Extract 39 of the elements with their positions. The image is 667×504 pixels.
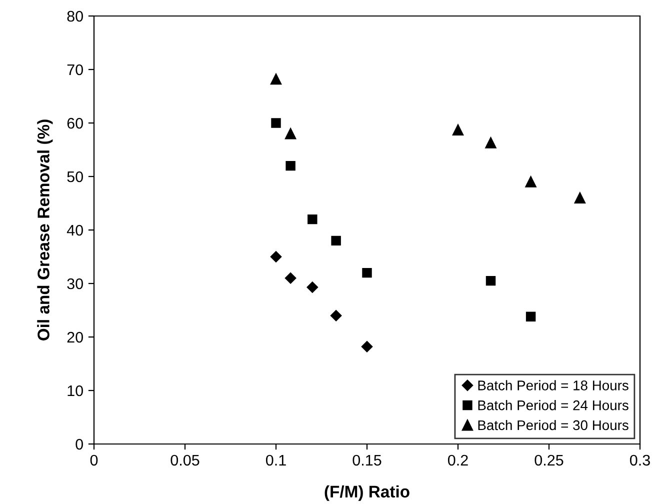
- point: [525, 176, 536, 188]
- point: [526, 312, 536, 322]
- x-tick-label: 0.1: [266, 454, 286, 466]
- point: [574, 192, 586, 204]
- y-tick-label: 10: [68, 385, 83, 396]
- point: [308, 214, 318, 224]
- y-tick-label: 0: [76, 438, 83, 450]
- y-tick-label: 30: [67, 278, 83, 290]
- y-tick-label: 20: [67, 332, 83, 343]
- point: [306, 282, 318, 293]
- point: [286, 160, 296, 171]
- point: [271, 118, 281, 128]
- x-tick-label: 0.2: [448, 454, 468, 466]
- x-tick-label: 0: [90, 454, 98, 466]
- point: [285, 128, 296, 140]
- point: [485, 137, 496, 148]
- x-tick-label: 0.15: [352, 454, 382, 466]
- y-tick-label: 50: [67, 171, 83, 182]
- point: [486, 276, 496, 286]
- point: [270, 251, 282, 262]
- point: [284, 272, 296, 284]
- y-tick-label: 60: [67, 118, 83, 129]
- x-tick-label: 0.05: [170, 454, 200, 466]
- point: [270, 74, 282, 85]
- point: [361, 341, 373, 352]
- point: [362, 268, 372, 278]
- point: [452, 124, 464, 136]
- x-axis-title: (F/M) Ratio: [324, 485, 410, 501]
- x-tick-label: 0.25: [534, 454, 564, 466]
- legend-label: Batch Period = 30 Hours: [478, 420, 628, 430]
- x-tick-label: 0.3: [630, 454, 650, 466]
- legend-label: Batch Period = 18 Hours: [478, 380, 628, 390]
- point: [331, 236, 341, 246]
- point: [330, 310, 342, 322]
- y-axis-title: Oil and Grease Removal (%): [37, 120, 53, 340]
- y-tick-label: 70: [67, 64, 83, 76]
- y-tick-label: 80: [67, 10, 83, 22]
- y-tick-label: 40: [66, 224, 83, 236]
- legend-label: Batch Period = 24 Hours: [478, 400, 628, 410]
